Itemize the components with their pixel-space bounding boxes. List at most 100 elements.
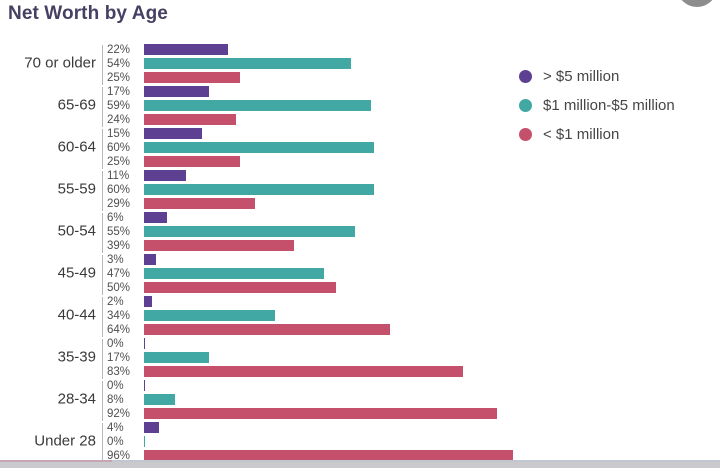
axis-tick-line: [102, 381, 103, 421]
bar-lt1m: [144, 408, 498, 419]
bar-group: 70 or older 22% 54% 25%: [0, 44, 720, 86]
bar-lt1m: [144, 240, 294, 251]
bar-value-label: 64%: [107, 323, 131, 336]
bar-gt5m: [144, 422, 160, 433]
legend-item: < $1 million: [519, 126, 675, 143]
legend-dot-1to5m-icon: [519, 99, 532, 112]
bar-row: 8%: [0, 393, 720, 406]
window-bottom-edge: [0, 462, 720, 468]
bar-value-label: 25%: [107, 71, 131, 84]
bar-value-label: 59%: [107, 99, 131, 112]
bar-lt1m: [144, 198, 256, 209]
axis-tick-line: [102, 339, 103, 379]
axis-tick-line: [102, 297, 103, 337]
bar-1to5m: [144, 184, 375, 195]
bar-value-label: 47%: [107, 267, 131, 280]
bar-row: 6%: [0, 211, 720, 224]
bar-value-label: 8%: [107, 393, 124, 406]
axis-tick-line: [102, 423, 103, 463]
category-label: 55-59: [57, 180, 96, 198]
window-edge-accent: [0, 460, 112, 462]
bar-value-label: 3%: [107, 253, 124, 266]
legend-item: > $5 million: [519, 68, 675, 85]
bar-row: 54%: [0, 57, 720, 70]
bar-value-label: 0%: [107, 435, 124, 448]
bar-gt5m: [144, 296, 152, 307]
bar-group: 60-64 15% 60% 25%: [0, 128, 720, 170]
bar-1to5m: [144, 100, 371, 111]
bar-lt1m: [144, 156, 240, 167]
bar-row: 59%: [0, 99, 720, 112]
bar-row: 92%: [0, 407, 720, 420]
bar-lt1m: [144, 72, 240, 83]
bar-group: 45-49 3% 47% 50%: [0, 254, 720, 296]
bar-gt5m: [144, 170, 187, 181]
bar-row: 17%: [0, 85, 720, 98]
category-label: Under 28: [34, 432, 96, 450]
bar-1to5m: [144, 268, 325, 279]
bar-row: 39%: [0, 240, 720, 252]
bar-value-label: 25%: [107, 155, 131, 168]
axis-tick-line: [102, 87, 103, 127]
bar-value-label: 54%: [107, 57, 131, 70]
bar-row: 55%: [0, 225, 720, 238]
category-label: 60-64: [57, 138, 96, 156]
bar-row: 11%: [0, 169, 720, 182]
category-label: 65-69: [57, 96, 96, 114]
bar-1to5m: [144, 310, 275, 321]
legend-dot-lt1m-icon: [519, 128, 532, 141]
bar-value-label: 96%: [107, 449, 131, 462]
bar-1to5m: [144, 226, 356, 237]
bar-row: 96%: [0, 449, 720, 462]
bar-value-label: 6%: [107, 211, 124, 224]
chart-plot-area: 70 or older 22% 54% 25% 65-69 17% 59% 24% 60-64 1…: [0, 44, 720, 464]
bar-1to5m: [144, 142, 375, 153]
bar-row: 34%: [0, 310, 720, 322]
bar-row: 0%: [0, 380, 720, 392]
category-label: 45-49: [57, 264, 96, 282]
bar-row: 3%: [0, 253, 720, 266]
category-label: 28-34: [57, 390, 96, 408]
bar-group: 55-59 11% 60% 29%: [0, 170, 720, 212]
bar-1to5m: [144, 58, 352, 69]
bar-row: 64%: [0, 323, 720, 336]
bar-row: 4%: [0, 422, 720, 434]
bar-lt1m: [144, 450, 513, 461]
bar-gt5m: [144, 44, 229, 55]
bar-group: 35-39 0% 17% 83%: [0, 338, 720, 380]
partial-circle-decoration: [676, 0, 718, 7]
bar-lt1m: [144, 282, 336, 293]
axis-tick-line: [102, 213, 103, 253]
bar-value-label: 60%: [107, 141, 131, 154]
bar-1to5m: [144, 436, 145, 447]
bar-value-label: 92%: [107, 407, 131, 420]
chart-title: Net Worth by Age: [8, 3, 168, 24]
axis-tick-line: [102, 45, 103, 85]
bar-value-label: 15%: [107, 127, 131, 140]
bar-row: 2%: [0, 296, 720, 308]
legend-label: < $1 million: [543, 126, 620, 143]
bar-lt1m: [144, 114, 237, 125]
bar-row: 0%: [0, 435, 720, 448]
bar-row: 17%: [0, 352, 720, 364]
bar-group: 65-69 17% 59% 24%: [0, 86, 720, 128]
bar-value-label: 0%: [107, 337, 124, 350]
legend-label: $1 million-$5 million: [543, 97, 675, 114]
bar-row: 50%: [0, 282, 720, 294]
bar-value-label: 22%: [107, 43, 131, 56]
bar-row: 47%: [0, 267, 720, 280]
legend-item: $1 million-$5 million: [519, 97, 675, 114]
bar-value-label: 17%: [107, 85, 131, 98]
category-label: 35-39: [57, 348, 96, 366]
legend-dot-gt5m-icon: [519, 70, 532, 83]
legend-label: > $5 million: [543, 68, 620, 85]
bar-value-label: 55%: [107, 225, 131, 238]
bar-value-label: 83%: [107, 365, 131, 378]
bar-value-label: 11%: [107, 169, 130, 182]
bar-1to5m: [144, 394, 175, 405]
bar-lt1m: [144, 324, 390, 335]
axis-tick-line: [102, 171, 103, 211]
bar-value-label: 60%: [107, 183, 131, 196]
bar-gt5m: [144, 128, 202, 139]
